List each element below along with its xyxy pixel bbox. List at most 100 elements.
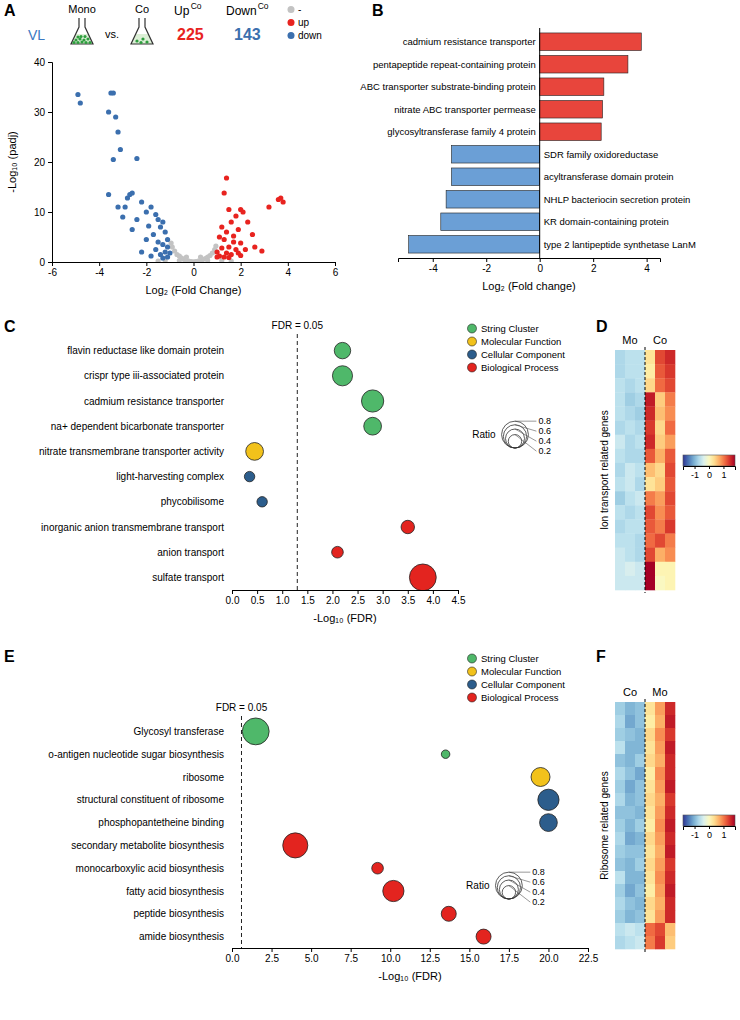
cell — [615, 741, 625, 754]
point — [259, 248, 264, 253]
flask-cell — [72, 41, 75, 44]
cell — [635, 767, 645, 780]
cell — [635, 754, 645, 767]
tick: 2.5 — [351, 590, 365, 606]
tick-label: 0.0 — [226, 953, 240, 964]
cell — [665, 871, 675, 884]
tick-mark — [232, 590, 233, 594]
cell — [615, 832, 625, 845]
bubble — [476, 929, 491, 944]
tick-label: 15.0 — [460, 953, 480, 964]
cell — [645, 923, 655, 936]
cell — [665, 491, 675, 505]
cell — [655, 845, 665, 858]
cell — [615, 421, 625, 435]
cell — [645, 897, 655, 910]
bubble — [538, 789, 559, 810]
tick-label: 1.0 — [276, 595, 290, 606]
legend-label: Cellular Component — [481, 679, 565, 690]
cell — [635, 477, 645, 491]
tick-mark — [593, 258, 594, 262]
column-group-label: Mo — [622, 334, 637, 346]
tick-mark — [288, 262, 289, 266]
legend-marker — [468, 337, 477, 346]
tick-mark — [709, 826, 710, 829]
cell — [655, 350, 665, 364]
cell — [645, 463, 655, 477]
axis-title: Log₂ (Fold Change) — [146, 284, 242, 296]
tick: 7.5 — [344, 948, 358, 964]
cell — [625, 715, 635, 728]
cell — [665, 505, 675, 519]
category-label: Glycosyl transferase — [133, 726, 224, 737]
cell — [625, 923, 635, 936]
cell — [655, 505, 665, 519]
cell — [655, 897, 665, 910]
cell — [625, 754, 635, 767]
point — [139, 249, 144, 254]
cell — [635, 392, 645, 406]
tick-label: -1 — [691, 470, 699, 480]
cell — [625, 548, 635, 562]
point — [233, 213, 238, 218]
flask — [131, 18, 153, 44]
cell — [645, 477, 655, 491]
point — [243, 247, 248, 252]
cell — [665, 910, 675, 923]
tick-label: -4 — [429, 263, 438, 274]
cell — [615, 754, 625, 767]
tick: -2 — [142, 262, 151, 278]
legend-marker — [468, 667, 477, 676]
cell — [645, 576, 655, 590]
tick: 4 — [286, 262, 292, 278]
cell — [635, 534, 645, 548]
size-legend-label: 0.4 — [532, 887, 545, 897]
tick-label: 4.5 — [452, 595, 466, 606]
tick: 0.0 — [226, 948, 240, 964]
point — [231, 239, 236, 244]
cell — [655, 548, 665, 562]
cell — [665, 519, 675, 533]
cell — [645, 728, 655, 741]
category-label: nitrate transmembrane transporter activi… — [39, 446, 224, 457]
cell — [615, 793, 625, 806]
cell — [615, 819, 625, 832]
point — [111, 157, 116, 162]
point — [120, 214, 125, 219]
cell — [625, 392, 635, 406]
size-legend-leader — [515, 421, 536, 422]
bubble — [334, 342, 350, 358]
cell — [655, 806, 665, 819]
category-label: type 2 lantipeptide synthetase LanM — [544, 239, 696, 250]
cell — [625, 728, 635, 741]
bubble — [441, 906, 456, 921]
cell — [665, 884, 675, 897]
tick-label: 2.5 — [265, 953, 279, 964]
legend-marker — [288, 32, 295, 39]
cell — [625, 910, 635, 923]
cell — [615, 897, 625, 910]
point — [165, 254, 170, 259]
cell — [655, 519, 665, 533]
tick: 0 — [707, 826, 712, 840]
bubble — [441, 750, 449, 758]
size-legend-circle — [506, 429, 525, 448]
bar-panel: cadmium resistance transporterpentapepti… — [360, 28, 696, 292]
tick-label: -6 — [48, 267, 57, 278]
count-label: Down — [226, 4, 257, 18]
x-axis: -4-2024 — [399, 258, 661, 274]
tick-label: 3.5 — [401, 595, 415, 606]
category-label: na+ dependent bicarbonate transporter — [51, 421, 225, 432]
x-axis: 0.00.51.01.52.02.53.03.54.04.5 — [226, 590, 466, 606]
category-label: sulfate transport — [152, 572, 224, 583]
legend-marker — [468, 693, 477, 702]
point — [75, 92, 80, 97]
category-label: KR domain-containing protein — [544, 216, 669, 227]
flask-liquid — [131, 34, 153, 44]
category-label: acyltransferase domain protein — [544, 171, 674, 182]
cell — [655, 858, 665, 871]
category-label: nitrate ABC transporter permease — [394, 104, 536, 115]
tick-label: 0 — [191, 267, 197, 278]
tick: 6 — [333, 262, 339, 278]
cell — [655, 793, 665, 806]
